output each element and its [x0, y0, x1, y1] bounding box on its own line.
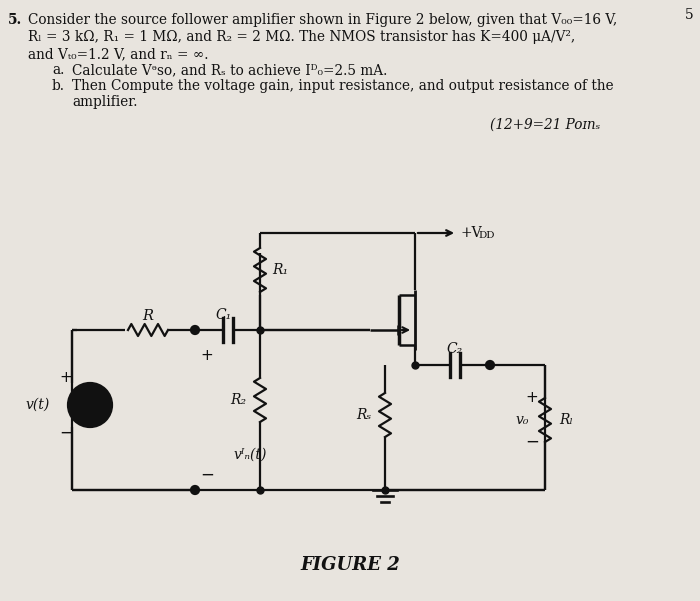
- Text: +: +: [60, 370, 72, 385]
- Text: 5.: 5.: [8, 13, 22, 27]
- Text: Calculate Vᵊso, and Rₛ to achieve Iᴰ₀=2.5 mA.: Calculate Vᵊso, and Rₛ to achieve Iᴰ₀=2.…: [72, 63, 387, 77]
- Text: C₁: C₁: [216, 308, 232, 322]
- Text: v(t): v(t): [26, 398, 50, 412]
- Text: a.: a.: [52, 63, 64, 77]
- Text: b.: b.: [52, 79, 65, 93]
- Text: vᴵₙ(t): vᴵₙ(t): [233, 448, 267, 462]
- Text: (12+9=21 Poɪnₛ: (12+9=21 Poɪnₛ: [490, 118, 601, 132]
- Circle shape: [191, 486, 199, 494]
- Circle shape: [486, 361, 494, 369]
- Text: +: +: [526, 391, 538, 406]
- Text: v₀: v₀: [515, 413, 529, 427]
- Circle shape: [68, 383, 112, 427]
- Text: Rₛ: Rₛ: [356, 408, 371, 422]
- Text: Rₗ: Rₗ: [559, 413, 573, 427]
- Text: Then Compute the voltage gain, input resistance, and output resistance of the: Then Compute the voltage gain, input res…: [72, 79, 614, 93]
- Text: C₂: C₂: [447, 342, 463, 356]
- Text: amplifier.: amplifier.: [72, 95, 137, 109]
- Text: R₂: R₂: [230, 393, 246, 407]
- Text: R: R: [143, 309, 153, 323]
- Text: and Vₜ₀=1.2 V, and rₙ = ∞.: and Vₜ₀=1.2 V, and rₙ = ∞.: [28, 47, 209, 61]
- Text: +: +: [200, 347, 213, 362]
- Text: DD: DD: [478, 231, 494, 240]
- Text: +V: +V: [461, 226, 482, 240]
- Circle shape: [191, 326, 199, 334]
- Text: −: −: [59, 424, 73, 442]
- Text: R₁: R₁: [272, 263, 288, 277]
- Text: FIGURE 2: FIGURE 2: [300, 556, 400, 574]
- Text: 5: 5: [685, 8, 693, 22]
- Text: −: −: [525, 433, 539, 451]
- Text: Rₗ = 3 kΩ, R₁ = 1 MΩ, and R₂ = 2 MΩ. The NMOS transistor has K=400 μA/V²,: Rₗ = 3 kΩ, R₁ = 1 MΩ, and R₂ = 2 MΩ. The…: [28, 30, 575, 44]
- Text: −: −: [200, 466, 214, 484]
- Text: Consider the source follower amplifier shown in Figure 2 below, given that V₀₀=1: Consider the source follower amplifier s…: [28, 13, 617, 27]
